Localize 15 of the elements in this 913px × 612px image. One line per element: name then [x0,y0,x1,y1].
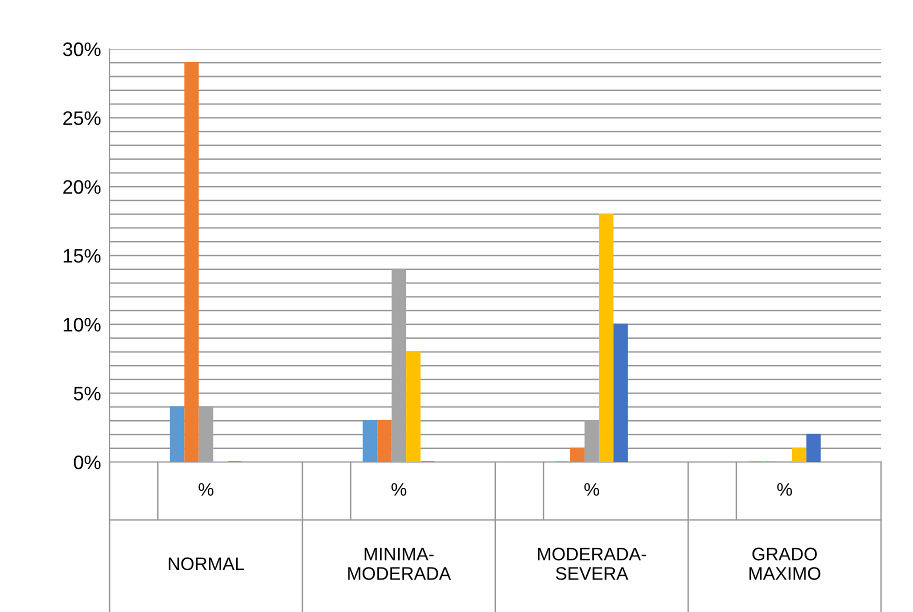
x-tick-label: GRADO MAXIMO [749,548,820,580]
y-tick-label: 30% [63,42,101,56]
y-tick-label: 0% [74,456,101,470]
y-tick-label: 10% [64,318,101,332]
y-tick-label: 25% [63,111,101,126]
x-tick-label: MINIMA- MODERADA [348,548,451,580]
text: % [391,483,406,496]
text: % [584,483,600,496]
text: % [198,483,214,496]
y-tick-label: 15% [64,249,101,263]
y-tick-label: 20% [63,180,101,194]
text: % [777,483,792,496]
x-tick-label: NORMAL [168,557,244,570]
x-tick-label: MODERADA- SEVERA [538,548,646,580]
y-tick-label: 5% [74,386,101,400]
